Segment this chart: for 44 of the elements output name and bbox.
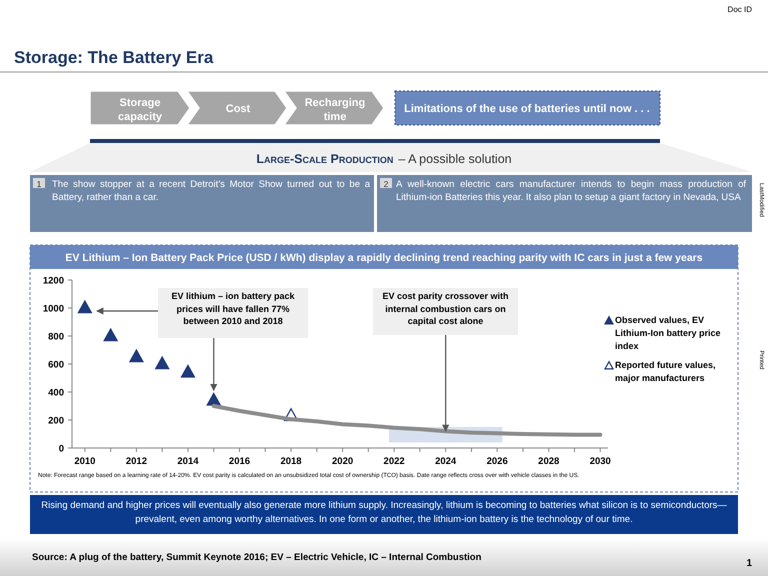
text: Recharging time (304, 97, 366, 123)
x-tick-label: 2014 (177, 456, 200, 467)
x-tick-label: 2018 (280, 456, 302, 467)
x-tick-label: 2022 (384, 456, 405, 467)
x-tick-label: 2026 (486, 456, 508, 467)
point (155, 356, 170, 370)
point (206, 392, 221, 406)
x-tick-label: 2010 (74, 456, 96, 467)
annotation: EV lithium – ion battery pack prices will have fallen 77% between 2010 and 2018 (170, 290, 296, 328)
y-tick-label: 200 (48, 416, 64, 426)
source-note: Source: A plug of the battery, Summit Keynote 2016; EV – Electric Vehicle, IC – Internal Combustion (32, 552, 482, 563)
text: – A possible solution (398, 152, 512, 166)
text: Large-Scale Production (256, 152, 394, 166)
point (180, 364, 196, 378)
legend-label: Reported future values, major manufacturers (615, 359, 717, 385)
text: A well-known electric cars manufacturer intends to begin mass production of Lithium-ion Batteries this year. It also plan to setup a giant factory in Nevada, USA (396, 178, 746, 204)
text: Limitations of the use of batteries until now . . . (404, 103, 650, 115)
text: Rising demand and higher prices will eventually also generate more lithium supply. Increasingly, lithium is becoming to batteries what silicon is to semiconductors— prevalent, even among worthy alternatives. In one form or another, the lithium-ion battery is the technology of our time. (40, 499, 728, 527)
text: 1 (746, 558, 752, 569)
chart-title: EV Lithium – Ion Battery Pack Price (USD / kWh) display a rapidly declining trend reaching parity with IC cars in just a few years (65, 252, 703, 264)
y-tick-label: 800 (48, 332, 64, 342)
annotation: EV cost parity crossover with internal combustion cars on capital cost alone (381, 290, 510, 328)
y-tick-label: 1200 (42, 276, 64, 286)
point (78, 300, 92, 314)
x-tick-label: 2028 (538, 456, 560, 467)
point (104, 328, 118, 342)
legend-label: Observed values, EV Lithium-Ion battery price index (615, 314, 722, 353)
point (129, 349, 144, 362)
x-tick-label: 2030 (590, 456, 611, 467)
x-tick-label: 2020 (332, 456, 354, 467)
y-tick-label: 400 (48, 388, 64, 398)
text: Doc ID (728, 5, 752, 14)
text: Storage: The Battery Era (14, 48, 214, 67)
text: Storage capacity (118, 97, 163, 123)
y-tick-label: 1000 (42, 304, 64, 314)
x-tick-label: 2024 (435, 456, 457, 467)
x-tick-label: 2016 (228, 456, 250, 467)
text: 1 (36, 179, 42, 189)
text: Cost (226, 103, 251, 115)
text: 2 (384, 179, 389, 189)
text: The show stopper at a recent Detroit’s Motor Show turned out to be a Battery, rather than a car. (52, 178, 370, 204)
x-tick-label: 2012 (126, 456, 147, 467)
y-tick-label: 600 (48, 360, 64, 370)
y-tick-label: 0 (58, 444, 64, 454)
